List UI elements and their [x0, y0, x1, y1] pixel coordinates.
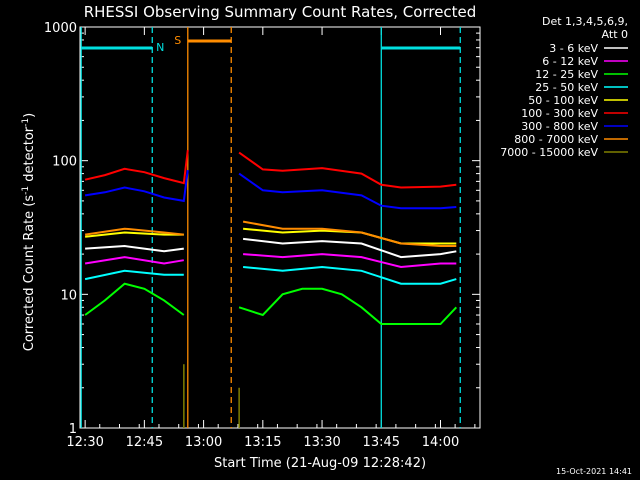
- series-line: [242, 220, 457, 247]
- series-line: [84, 149, 189, 185]
- timestamp: 15-Oct-2021 14:41: [556, 467, 632, 476]
- series-line: [243, 265, 457, 285]
- plot-frame: [79, 26, 481, 429]
- y-tick-label: 1000: [44, 21, 77, 36]
- series-3-6-keV: [85, 237, 457, 259]
- y-tick-label: 1: [69, 422, 77, 437]
- series-line: [85, 244, 184, 253]
- legend-header-line1: Det 1,3,4,5,6,9,: [542, 15, 628, 28]
- legend-label: 300 - 800 keV: [521, 120, 598, 133]
- x-tick-label: 13:15: [244, 435, 281, 450]
- x-tick-label: 12:30: [66, 435, 103, 450]
- series-line: [84, 282, 185, 316]
- series-layer: [84, 149, 458, 428]
- series-line: [84, 269, 184, 281]
- series-25-50-keV: [84, 265, 457, 285]
- series-7000-15000-keV: [183, 364, 240, 428]
- legend-label: 7000 - 15000 keV: [500, 146, 598, 159]
- legend-label: 3 - 6 keV: [549, 42, 598, 55]
- series-line: [84, 231, 184, 238]
- legend-label: 6 - 12 keV: [542, 55, 598, 68]
- y-tick-label: 10: [60, 288, 77, 303]
- x-axis-label: Start Time (21-Aug-09 12:28:42): [214, 456, 426, 471]
- series-800-7000-keV: [84, 220, 457, 247]
- series-line: [243, 253, 457, 269]
- legend-label: 25 - 50 keV: [535, 81, 598, 94]
- flags-layer: NS: [80, 27, 461, 428]
- x-tick-label: 12:45: [126, 435, 163, 450]
- series-line: [238, 151, 457, 189]
- legend-header-line2: Att 0: [602, 28, 628, 41]
- y-axis-label: Corrected Count Rate (s-1 detector-1): [21, 113, 37, 351]
- legend-label: 50 - 100 keV: [528, 94, 598, 107]
- chart-title: RHESSI Observing Summary Count Rates, Co…: [84, 3, 477, 21]
- flag-label: N: [156, 41, 164, 54]
- series-line: [84, 227, 184, 236]
- legend-label: 800 - 7000 keV: [514, 133, 598, 146]
- series-line: [84, 169, 189, 203]
- series-12-25-keV: [84, 282, 458, 325]
- series-line: [238, 172, 457, 210]
- series-line: [84, 256, 184, 265]
- x-tick-label: 13:45: [363, 435, 400, 450]
- x-tick-label: 13:00: [185, 435, 222, 450]
- legend-label: 100 - 300 keV: [521, 107, 598, 120]
- flag-label: S: [174, 34, 181, 47]
- legend-label: 12 - 25 keV: [535, 68, 598, 81]
- series-6-12-keV: [84, 253, 457, 269]
- series-100-300-keV: [84, 149, 457, 189]
- series-300-800-keV: [84, 169, 457, 210]
- y-tick-label: 100: [52, 155, 77, 170]
- series-line: [242, 237, 457, 259]
- series-line: [238, 287, 458, 325]
- x-tick-label: 13:30: [303, 435, 340, 450]
- x-tick-label: 14:00: [422, 435, 459, 450]
